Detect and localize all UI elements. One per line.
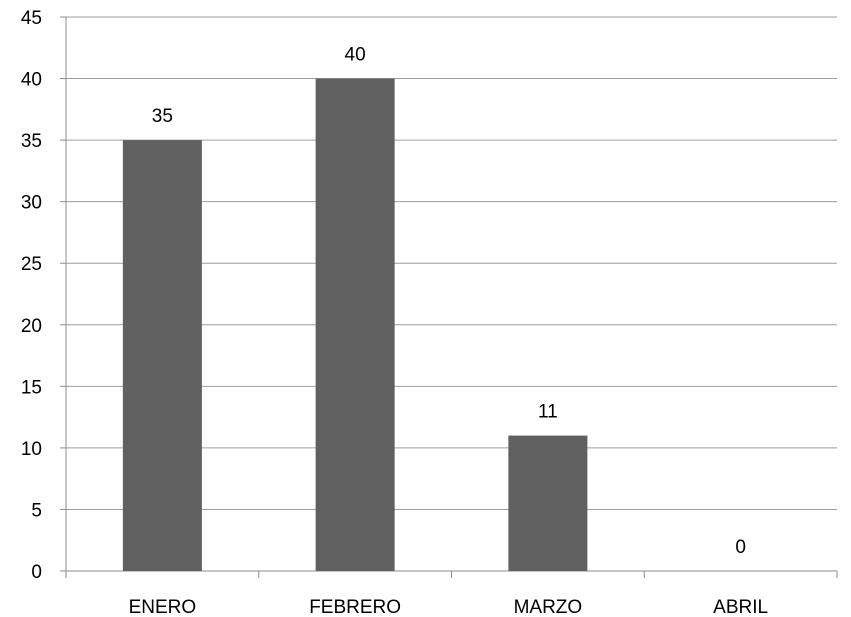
y-tick-label: 30 xyxy=(21,193,42,214)
y-tick-label: 0 xyxy=(31,562,42,583)
bar xyxy=(122,140,202,571)
y-tick-label: 15 xyxy=(21,377,42,398)
data-label: 35 xyxy=(152,106,173,127)
bar xyxy=(315,78,395,572)
y-axis: 0 5 10 15 20 25 30 35 40 45 xyxy=(21,8,67,583)
data-label: 11 xyxy=(538,402,558,423)
x-tick-label: FEBRERO xyxy=(309,597,401,617)
x-tick-label: MARZO xyxy=(514,597,583,617)
data-labels: 35 40 11 0 xyxy=(152,45,746,558)
y-tick-label: 25 xyxy=(21,254,42,275)
x-axis: ENERO FEBRERO MARZO ABRIL xyxy=(65,570,838,617)
bar xyxy=(508,435,588,571)
y-tick-label: 40 xyxy=(21,70,42,91)
y-tick-label: 35 xyxy=(21,131,42,152)
y-tick-label: 20 xyxy=(21,316,42,337)
x-tick-label: ABRIL xyxy=(713,597,768,617)
bars xyxy=(122,78,588,572)
y-tick-label: 10 xyxy=(21,439,42,460)
data-label: 40 xyxy=(345,45,366,66)
y-tick-label: 45 xyxy=(21,8,42,29)
x-tick-label: ENERO xyxy=(129,597,197,617)
y-tick-label: 5 xyxy=(31,500,42,521)
data-label: 0 xyxy=(735,537,746,558)
